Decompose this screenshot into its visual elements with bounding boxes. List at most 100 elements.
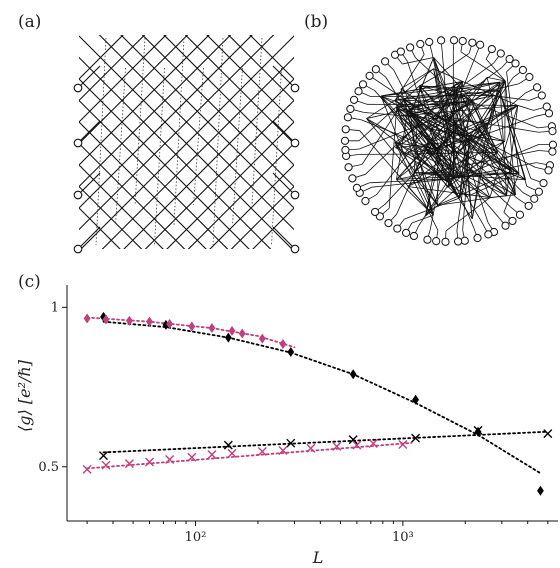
x-tick-label: 10³ (392, 530, 414, 545)
graph-edge (433, 57, 489, 223)
graph-terminal (530, 194, 539, 203)
graph-edge (456, 139, 471, 231)
lattice-bond (249, 35, 294, 80)
graph-edge (486, 77, 506, 82)
graph-terminal (361, 196, 370, 206)
x-axis-label: L (312, 548, 324, 567)
lattice-bond (79, 35, 275, 231)
graph-edge (380, 95, 405, 155)
y-tick-label: 0.5 (38, 460, 59, 475)
lattice-network-diagram (73, 35, 300, 254)
lattice-bond (252, 207, 294, 249)
graph-edge (499, 90, 528, 187)
lead-left (77, 65, 101, 89)
graph-edge (485, 58, 506, 82)
data-point-diamond (208, 323, 216, 334)
data-point-diamond (100, 311, 107, 322)
dotted-link (95, 37, 107, 246)
graph-terminal (532, 83, 542, 92)
data-point-diamond (287, 346, 295, 357)
data-point-diamond (162, 319, 170, 330)
lattice-bond (227, 35, 294, 102)
graph-edge (374, 90, 454, 179)
graph-edge (437, 195, 507, 206)
data-point-cross (352, 440, 362, 450)
graph-edge (396, 150, 539, 180)
fit-line (86, 316, 296, 349)
dotted-link (232, 67, 243, 226)
graph-edge (466, 196, 484, 225)
graph-terminal (340, 136, 350, 145)
lead-right (272, 120, 296, 144)
graph-edge (370, 95, 495, 98)
graph-edge (474, 102, 539, 129)
graph-terminal (473, 233, 482, 243)
graph-terminal (341, 125, 350, 134)
lattice-dotted-links (95, 37, 282, 246)
lattice-bond (79, 35, 189, 145)
terminal-left (73, 244, 83, 254)
graph-edge (371, 178, 454, 188)
dotted-link (271, 67, 282, 246)
graph-edge (393, 69, 460, 199)
graph-terminal (458, 36, 467, 46)
graph-edge (396, 148, 427, 215)
graph-edge (396, 107, 439, 206)
graph-edge (380, 82, 513, 173)
graph-terminal (487, 44, 496, 54)
fit-line (102, 430, 549, 454)
lattice-bond (141, 35, 294, 188)
data-point-cross (187, 452, 197, 462)
graph-terminal (539, 178, 548, 188)
data-point-cross (223, 440, 233, 450)
graph-edge (470, 100, 516, 196)
graph-edge (407, 186, 490, 198)
graph-terminal (343, 113, 353, 122)
graph-edge (517, 105, 534, 111)
graph-edge (419, 85, 530, 101)
data-markers (82, 311, 553, 496)
graph-edge (458, 123, 489, 178)
graph-terminal (416, 39, 425, 49)
graph-edge (453, 81, 464, 103)
graph-terminals (340, 36, 558, 246)
lattice-bond (80, 35, 294, 249)
graph-terminal (524, 201, 533, 210)
data-point-cross (332, 441, 342, 451)
lead-left (77, 226, 101, 250)
graph-edge (366, 83, 519, 119)
graph-terminal (349, 95, 359, 104)
graph-edge (380, 80, 463, 97)
lattice-bond (163, 35, 294, 166)
graph-terminal (346, 104, 355, 114)
graph-edge (425, 178, 454, 217)
graph-edge (462, 140, 471, 230)
data-point-diamond (146, 316, 153, 327)
graph-terminal (460, 236, 469, 245)
graph-edge (396, 147, 427, 180)
y-axis-label: ⟨g⟩ [e²/ℏ] (15, 359, 34, 432)
graph-terminal (496, 49, 505, 58)
graph-edge (433, 68, 437, 77)
graph-edge (404, 99, 536, 168)
data-point-diamond (349, 369, 357, 380)
graph-edge (395, 80, 506, 148)
lead-left (77, 172, 101, 196)
dotted-link (212, 37, 224, 246)
data-point-diamond (166, 318, 174, 329)
graph-terminal (505, 54, 514, 64)
data-point-cross (124, 459, 134, 469)
graph-edge (506, 71, 520, 174)
graph-edge (407, 122, 489, 187)
data-point-cross (411, 433, 421, 443)
graph-edge (469, 115, 536, 141)
lattice-bonds (79, 35, 294, 249)
data-point-cross (165, 454, 175, 464)
lattice-bond (79, 35, 146, 102)
data-point-cross (368, 439, 378, 448)
graph-terminal (548, 147, 557, 156)
data-point-cross (99, 451, 109, 461)
data-point-diamond (412, 394, 420, 405)
data-point-diamond (102, 314, 110, 325)
graph-terminal (548, 140, 558, 149)
